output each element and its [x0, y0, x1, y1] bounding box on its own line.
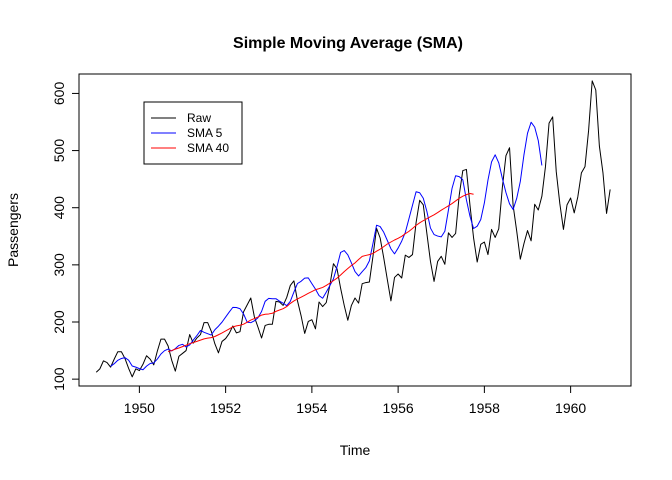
sma40-series-line: [167, 193, 474, 353]
y-tick-label: 600: [51, 82, 67, 106]
legend: Raw SMA 5 SMA 40: [143, 101, 243, 165]
axes: 1950 1952 1954 1956 1958 1960 100 200 300 400 500 6…: [51, 82, 586, 416]
y-tick-label: 200: [51, 310, 67, 334]
y-tick-label: 100: [51, 367, 67, 391]
x-tick-label: 1960: [555, 400, 586, 416]
x-tick-label: 1952: [210, 400, 241, 416]
y-tick-label: 500: [51, 139, 67, 163]
y-axis-label: Passengers: [5, 193, 21, 267]
series-layer: [95, 80, 611, 378]
raw-series-line: [95, 80, 611, 378]
x-tick-label: 1954: [296, 400, 327, 416]
legend-label-sma40: SMA 40: [187, 141, 229, 155]
legend-label-sma5: SMA 5: [187, 126, 223, 140]
chart-title: Simple Moving Average (SMA): [233, 35, 463, 52]
x-tick-label: 1956: [383, 400, 414, 416]
sma5-series-line: [110, 121, 543, 371]
y-tick-label: 400: [51, 196, 67, 220]
x-axis-label: Time: [340, 442, 371, 458]
legend-label-raw: Raw: [187, 111, 211, 125]
y-tick-label: 300: [51, 253, 67, 277]
x-tick-label: 1958: [469, 400, 500, 416]
x-tick-label: 1950: [124, 400, 155, 416]
